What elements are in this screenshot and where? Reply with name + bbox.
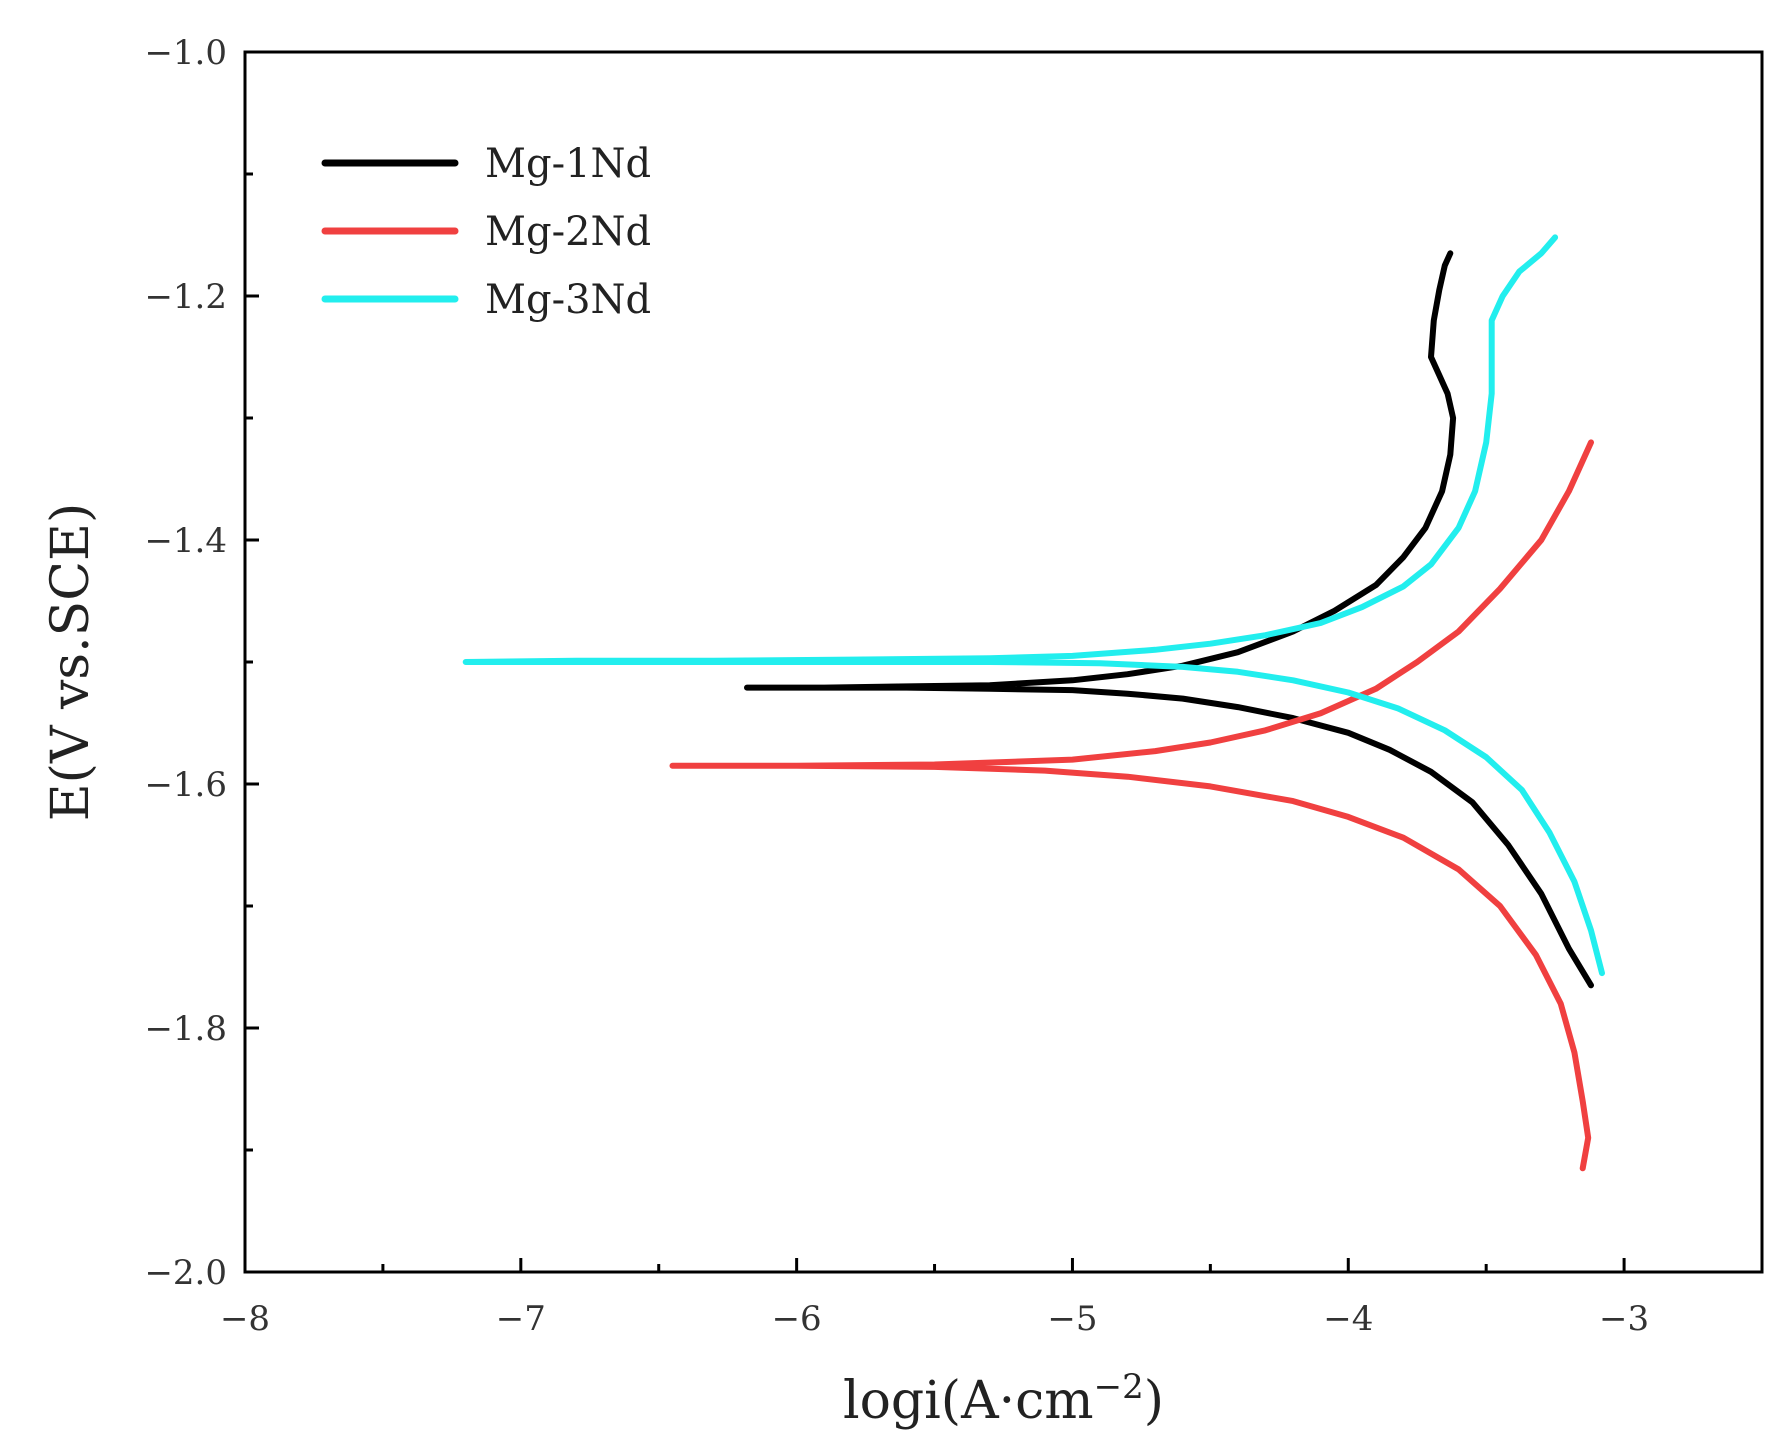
- x-tick-label: −3: [1599, 1299, 1649, 1339]
- x-tick-label: −8: [220, 1299, 270, 1339]
- x-axis-title-main: logi(A·cm: [843, 1371, 1094, 1431]
- x-tick-label: −4: [1323, 1299, 1373, 1339]
- y-tick-label: −1.0: [144, 33, 227, 73]
- x-axis-title-close: ): [1144, 1371, 1164, 1431]
- y-tick-label: −1.6: [144, 765, 227, 805]
- y-tick-label: −2.0: [144, 1253, 227, 1293]
- legend: Mg-1Nd Mg-2Nd Mg-3Nd: [321, 141, 651, 323]
- y-tick-label: −1.8: [144, 1009, 227, 1049]
- y-tick-label: −1.4: [144, 521, 227, 561]
- x-tick-label: −6: [772, 1299, 822, 1339]
- y-tick-label: −1.2: [144, 277, 227, 317]
- legend-label-mg-3nd: Mg-3Nd: [485, 277, 651, 323]
- y-tick-labels: −2.0 −1.8 −1.6 −1.4 −1.2 −1.0: [144, 33, 227, 1293]
- y-axis-title: E(V vs.SCE): [41, 503, 101, 822]
- series-group: [462, 234, 1605, 1172]
- x-axis-title: logi(A·cm−2): [843, 1367, 1164, 1431]
- series-line-mg-3nd: [462, 234, 1605, 977]
- x-tick-label: −7: [496, 1299, 546, 1339]
- x-tick-labels: −8 −7 −6 −5 −4 −3: [220, 1299, 1649, 1339]
- series-line-mg-1nd: [744, 250, 1594, 989]
- x-tick-label: −5: [1047, 1299, 1097, 1339]
- x-axis-title-superscript: −2: [1094, 1367, 1144, 1407]
- series-line-mg-2nd: [669, 439, 1594, 1172]
- plot-frame: [243, 50, 1764, 1274]
- legend-label-mg-1nd: Mg-1Nd: [485, 141, 651, 187]
- legend-label-mg-2nd: Mg-2Nd: [485, 209, 651, 255]
